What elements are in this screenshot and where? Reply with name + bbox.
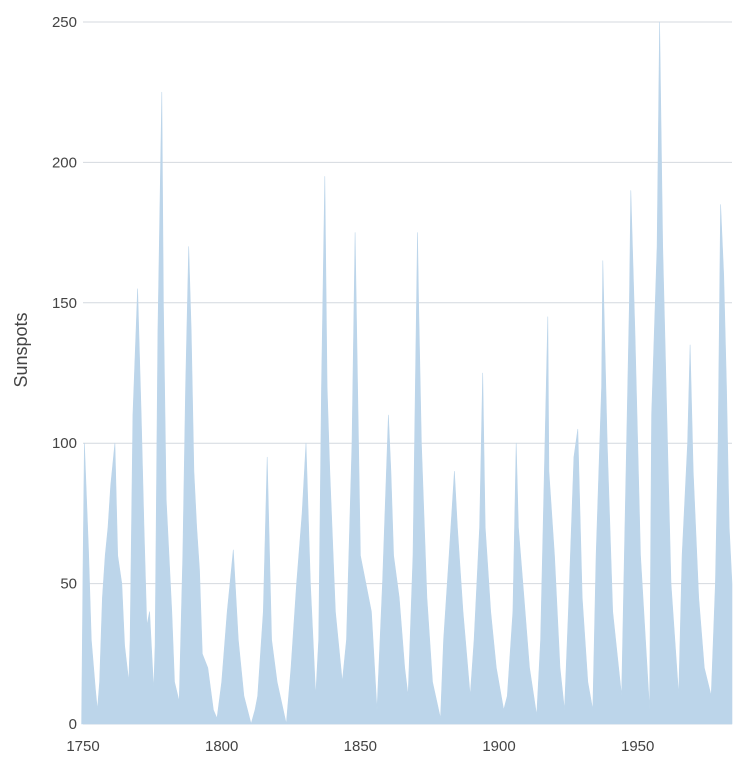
plot-area	[81, 21, 733, 725]
y-tick-label: 150	[52, 295, 77, 312]
y-tick-label: 250	[52, 14, 77, 31]
y-tick-label: 0	[69, 716, 77, 733]
x-tick-label: 1750	[66, 738, 99, 755]
y-axis-ticks: 0 50 100 150 200 250	[52, 14, 77, 733]
x-tick-label: 1950	[621, 738, 654, 755]
y-tick-label: 200	[52, 154, 77, 171]
x-axis-ticks: 1750 1800 1850 1900 1950	[66, 738, 654, 755]
y-tick-label: 100	[52, 435, 77, 452]
sunspots-area-series	[81, 21, 733, 725]
y-tick-label: 50	[60, 576, 77, 593]
x-tick-label: 1800	[205, 738, 238, 755]
x-tick-label: 1850	[344, 738, 377, 755]
y-axis-label: Sunspots	[11, 312, 31, 387]
x-tick-label: 1900	[482, 738, 515, 755]
